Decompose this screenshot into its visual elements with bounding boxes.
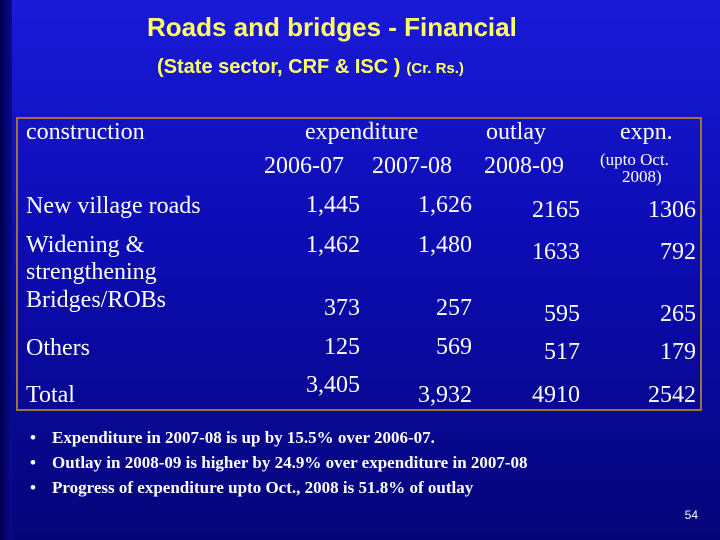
cell-r2-2007-08: 1,480 [418,232,472,258]
cell-r3-outlay: 595 [544,301,580,327]
header-expn: expn. [620,119,673,145]
header-year-2007-08: 2007-08 [372,153,452,179]
page-number: 54 [684,508,698,522]
title-unit: (Cr. Rs.) [406,60,464,77]
row-label-widening: Widening & [26,232,145,258]
data-table: construction expenditure outlay expn. 20… [16,117,702,411]
cell-r1-2006-07: 1,445 [306,192,360,218]
header-outlay: outlay [486,119,546,145]
row-label-total: Total [26,382,75,408]
row-label-others: Others [26,335,90,361]
bullet-symbol: • [30,428,36,447]
row-label-new-village-roads: New village roads [26,193,201,219]
header-expenditure: expenditure [305,119,419,145]
title-subtitle: (State sector, CRF & ISC ) [157,56,401,78]
header-year-2008-09: 2008-09 [484,153,564,179]
cell-r4-expn: 179 [660,339,696,365]
cell-r5-expn: 2542 [648,382,696,408]
cell-r1-outlay: 2165 [532,197,580,223]
bullet-symbol: • [30,453,36,472]
cell-r3-2007-08: 257 [436,295,472,321]
bullet-text: Progress of expenditure upto Oct., 2008 … [52,478,474,497]
cell-r5-2007-08: 3,932 [418,382,472,408]
bullet-text: Expenditure in 2007-08 is up by 15.5% ov… [52,428,435,447]
header-upto-year: 2008) [622,167,662,186]
bullet-symbol: • [30,478,36,497]
bullet-text: Outlay in 2008-09 is higher by 24.9% ove… [52,453,528,472]
cell-r2-outlay: 1633 [532,239,580,265]
cell-r3-2006-07: 373 [324,295,360,321]
header-upto: (upto Oct. [600,150,669,169]
cell-r2-expn: 792 [660,239,696,265]
cell-r4-2006-07: 125 [324,334,360,360]
header-construction: construction [26,119,145,145]
title-line-1: Roads and bridges - Financial [147,12,517,42]
slide-left-bar [0,0,12,540]
cell-r1-2007-08: 1,626 [418,192,472,218]
cell-r5-outlay: 4910 [532,382,580,408]
cell-r2-2006-07: 1,462 [306,232,360,258]
row-label-strengthening: strengthening [26,259,157,285]
cell-r5-2006-07: 3,405 [306,372,360,398]
row-label-bridges-robs: Bridges/ROBs [26,287,167,313]
title-line-2: (State sector, CRF & ISC ) (Cr. Rs.) [157,56,464,79]
header-year-2006-07: 2006-07 [264,153,344,179]
cell-r4-outlay: 517 [544,339,580,365]
cell-r4-2007-08: 569 [436,334,472,360]
cell-r3-expn: 265 [660,301,696,327]
cell-r1-expn: 1306 [648,197,696,223]
